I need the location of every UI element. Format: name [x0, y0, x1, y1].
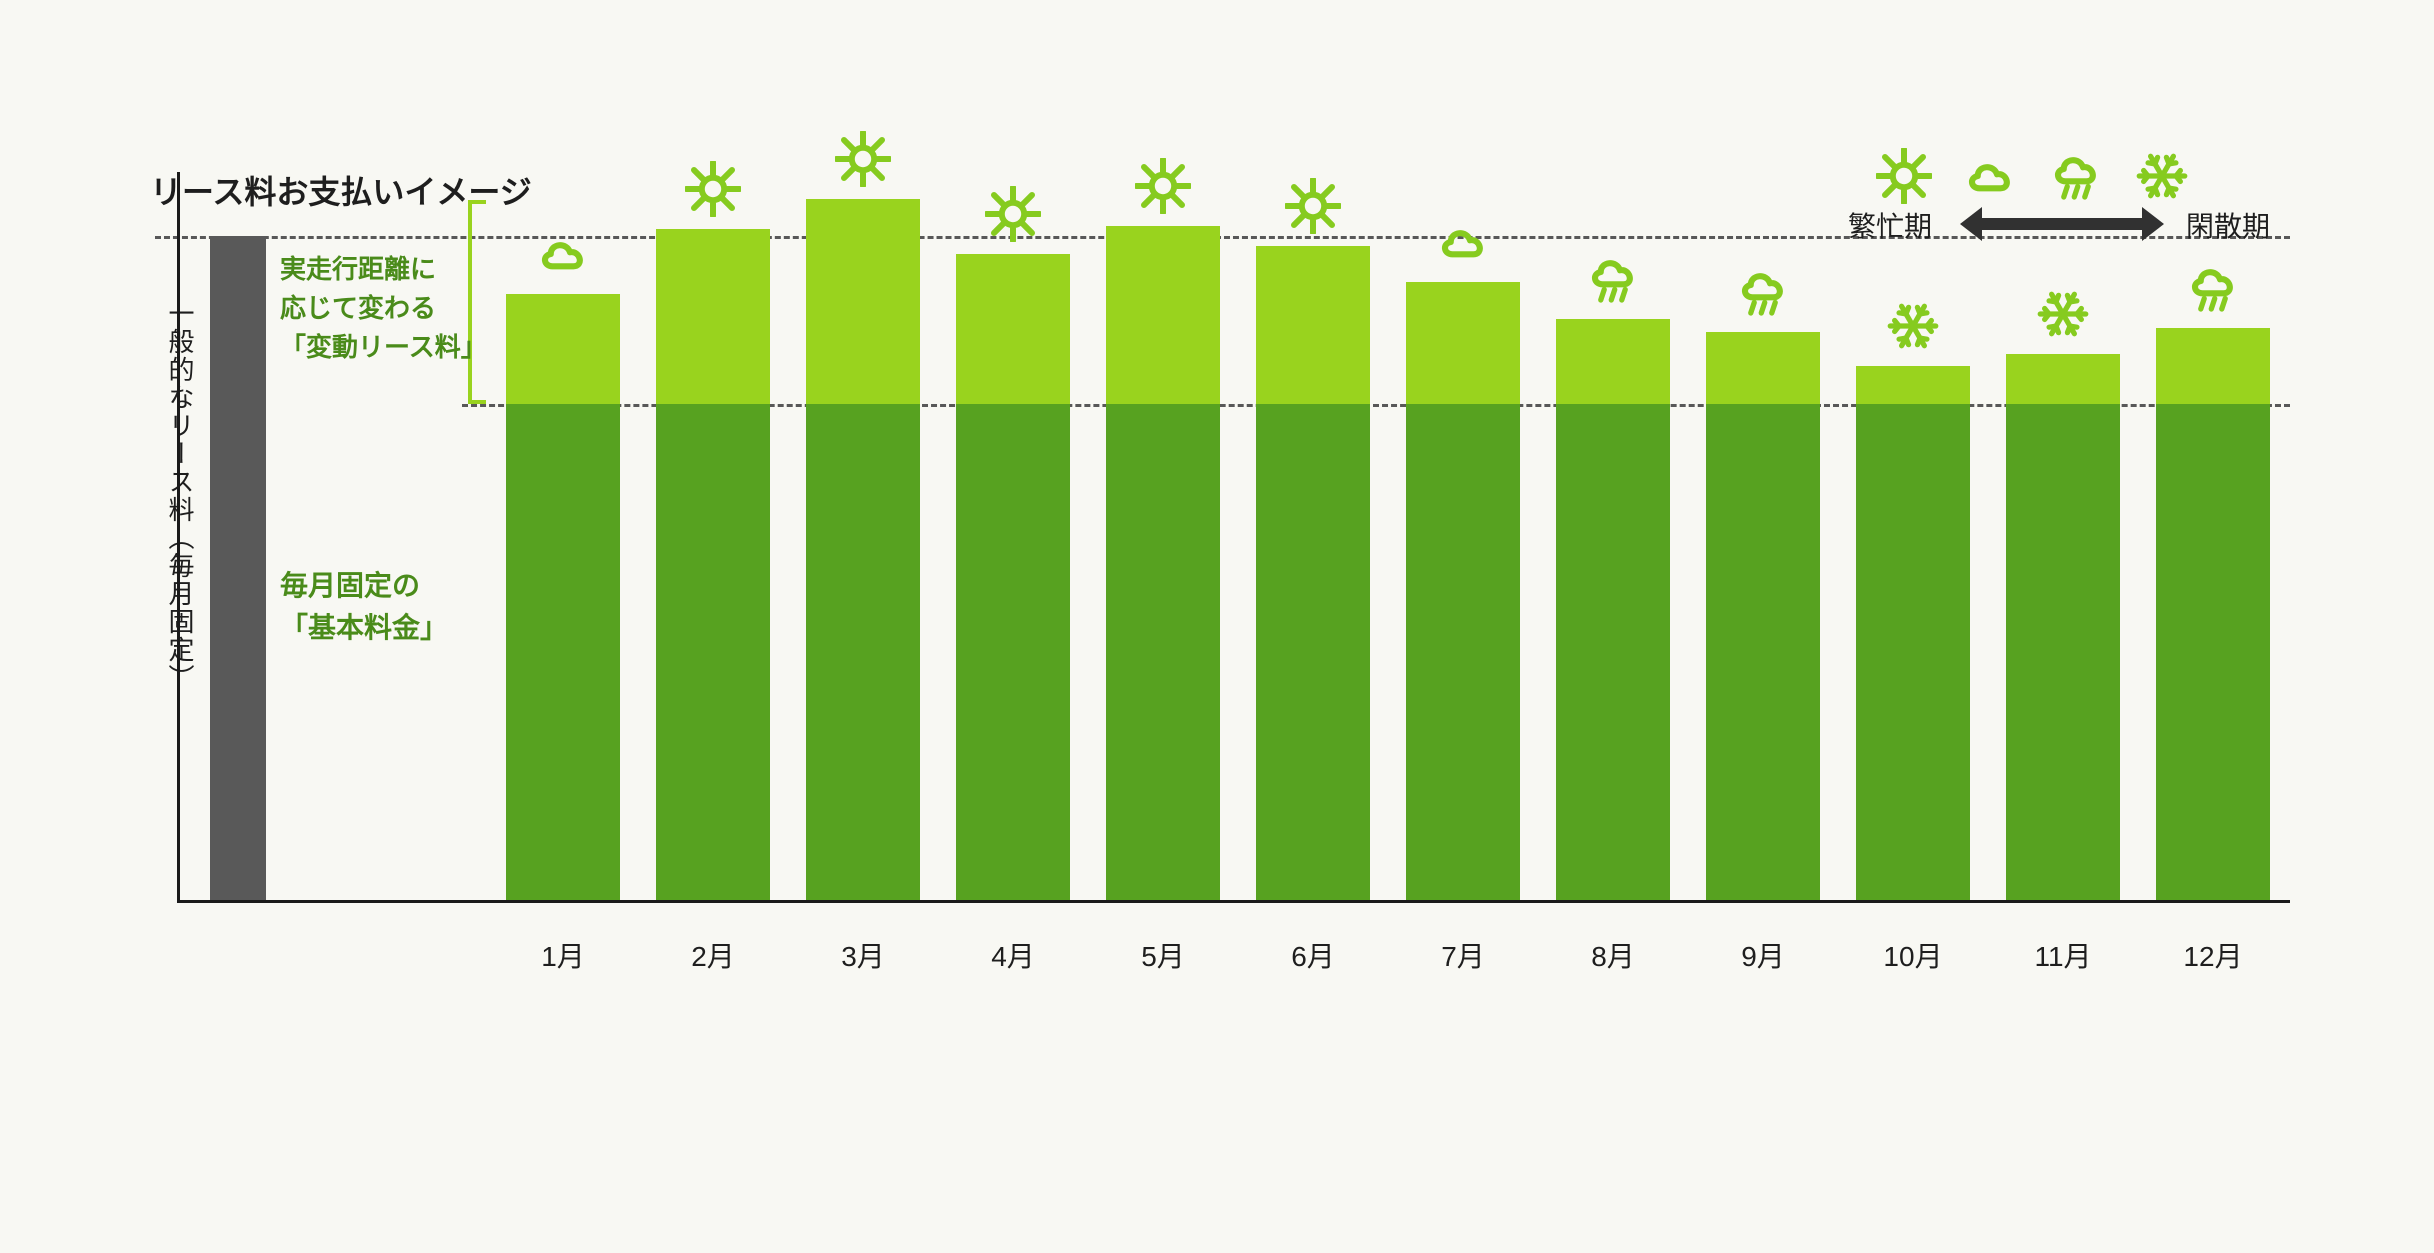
cloud-icon: [1435, 214, 1491, 270]
month-label-7: 7月: [1396, 935, 1530, 975]
legend-busy-label: 繁忙期: [1848, 205, 1932, 245]
bar-base-1: [506, 404, 620, 900]
bar-variable-1: [506, 294, 620, 404]
bar-base-12: [2156, 404, 2270, 900]
reference-bar-label: 一般的なリース料（毎月固定）: [162, 300, 199, 692]
bar-variable-11: [2006, 354, 2120, 404]
rain-icon: [2185, 260, 2241, 316]
legend-cloud-icon: [1962, 148, 2018, 204]
month-label-11: 11月: [1996, 935, 2130, 975]
bar-variable-2: [656, 229, 770, 404]
sun-icon: [1135, 158, 1191, 214]
bar-base-2: [656, 404, 770, 900]
bar-variable-8: [1556, 319, 1670, 404]
fixed-fee-label-line-1: 「基本料金」: [280, 607, 448, 649]
month-label-1: 1月: [496, 935, 630, 975]
month-label-3: 3月: [796, 935, 930, 975]
variable-fee-label-line-0: 実走行距離に: [280, 250, 487, 289]
month-label-10: 10月: [1846, 935, 1980, 975]
snow-icon: [1885, 298, 1941, 354]
cloud-icon: [535, 226, 591, 282]
legend-rain-icon: [2048, 148, 2104, 204]
sun-icon: [835, 131, 891, 187]
bar-variable-12: [2156, 328, 2270, 404]
rain-icon: [1735, 264, 1791, 320]
fixed-fee-label-line-0: 毎月固定の: [280, 565, 448, 607]
legend-arrow-bar: [1978, 218, 2146, 230]
bar-base-5: [1106, 404, 1220, 900]
variable-fee-label-line-1: 応じて変わる: [280, 289, 487, 328]
bar-variable-10: [1856, 366, 1970, 404]
reference-bar: [210, 236, 266, 900]
month-label-2: 2月: [646, 935, 780, 975]
bar-variable-3: [806, 199, 920, 404]
bar-variable-5: [1106, 226, 1220, 404]
month-label-9: 9月: [1696, 935, 1830, 975]
variable-fee-label-line-2: 「変動リース料」: [280, 328, 487, 367]
x-axis: [177, 900, 2290, 903]
bar-base-9: [1706, 404, 1820, 900]
month-label-12: 12月: [2146, 935, 2280, 975]
snow-icon: [2035, 286, 2091, 342]
bar-base-10: [1856, 404, 1970, 900]
fixed-fee-label: 毎月固定の「基本料金」: [280, 565, 448, 649]
bar-base-11: [2006, 404, 2120, 900]
sun-icon: [685, 161, 741, 217]
month-label-5: 5月: [1096, 935, 1230, 975]
month-label-4: 4月: [946, 935, 1080, 975]
chart-canvas: リース料お支払いイメージ一般的なリース料（毎月固定） 1月 2月 3月 4月 5…: [0, 0, 2434, 1253]
bar-variable-7: [1406, 282, 1520, 404]
bar-base-8: [1556, 404, 1670, 900]
bar-variable-4: [956, 254, 1070, 404]
variable-fee-label: 実走行距離に応じて変わる「変動リース料」: [280, 250, 487, 367]
bar-variable-9: [1706, 332, 1820, 404]
sun-icon: [985, 186, 1041, 242]
sun-icon: [1285, 178, 1341, 234]
y-axis: [177, 172, 180, 903]
month-label-6: 6月: [1246, 935, 1380, 975]
rain-icon: [1585, 251, 1641, 307]
legend-sun-icon: [1876, 148, 1932, 204]
month-label-8: 8月: [1546, 935, 1680, 975]
legend-snow-icon: [2134, 148, 2190, 204]
legend-arrow-left-head: [1960, 207, 1982, 241]
bar-base-6: [1256, 404, 1370, 900]
legend-arrow-right-head: [2142, 207, 2164, 241]
bar-base-4: [956, 404, 1070, 900]
bar-variable-6: [1256, 246, 1370, 404]
legend-slow-label: 閑散期: [2186, 205, 2270, 245]
bar-base-3: [806, 404, 920, 900]
bar-base-7: [1406, 404, 1520, 900]
